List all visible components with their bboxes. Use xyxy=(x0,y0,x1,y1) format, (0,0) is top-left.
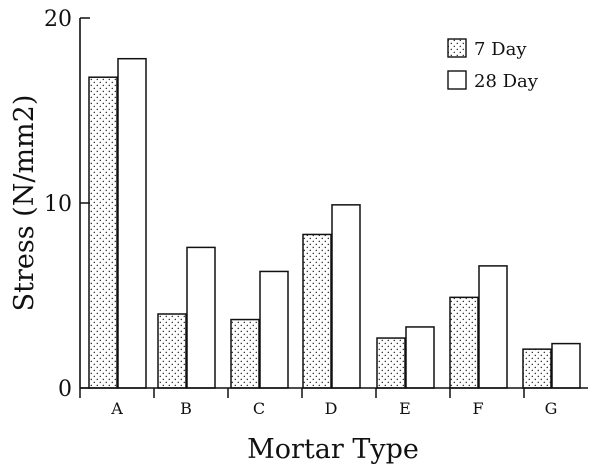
x-tick-label-d: D xyxy=(325,399,338,418)
legend: 7 Day 28 Day xyxy=(447,38,539,92)
legend-label-28-day: 28 Day xyxy=(474,71,539,92)
ticks-layer: A B C D E F G 0 10 20 xyxy=(44,7,557,418)
x-tick-label-e: E xyxy=(399,399,411,418)
legend-swatch-28-day xyxy=(447,70,467,90)
bar-g-28-day xyxy=(551,342,581,389)
y-tick-label-0: 0 xyxy=(58,377,72,402)
bar-a-28-day xyxy=(117,57,147,389)
bars-layer xyxy=(88,57,581,389)
legend-label-7-day: 7 Day xyxy=(474,39,527,60)
x-tick-label-g: G xyxy=(545,399,558,418)
y-tick-label-10: 10 xyxy=(44,192,72,217)
bar-e-7-day xyxy=(376,337,406,389)
bar-f-28-day xyxy=(478,265,508,389)
x-axis-title: Mortar Type xyxy=(247,434,419,465)
bar-d-7-day xyxy=(302,233,332,389)
x-tick-label-c: C xyxy=(253,399,265,418)
bar-f-7-day xyxy=(449,296,479,389)
y-tick-label-20: 20 xyxy=(44,7,72,32)
bar-b-7-day xyxy=(157,313,187,389)
legend-swatch-7-day xyxy=(447,38,467,58)
bar-e-28-day xyxy=(405,326,435,389)
x-tick-label-f: F xyxy=(472,399,483,418)
bar-c-28-day xyxy=(259,270,289,389)
y-axis-title: Stress (N/mm2) xyxy=(9,95,40,312)
bar-a-7-day xyxy=(88,76,118,389)
bar-c-7-day xyxy=(230,318,260,389)
bar-d-28-day xyxy=(331,204,361,389)
bar-g-7-day xyxy=(522,348,552,389)
x-tick-label-a: A xyxy=(110,399,123,418)
bar-b-28-day xyxy=(186,246,216,389)
x-tick-label-b: B xyxy=(180,399,192,418)
